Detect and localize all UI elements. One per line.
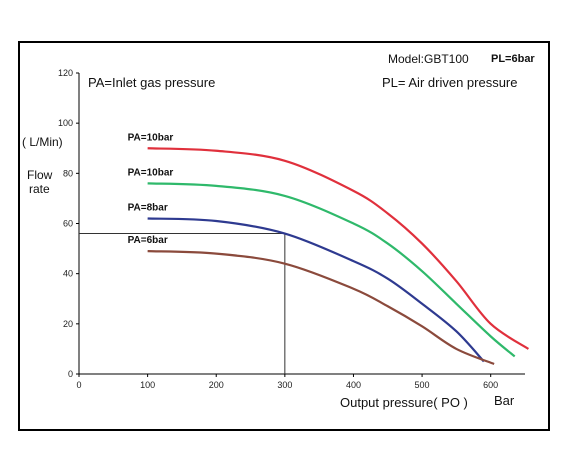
axes (78, 73, 525, 375)
x-tick-label: 600 (483, 380, 498, 390)
series-line-4 (147, 249, 495, 365)
y-axis-label-line2: rate (29, 182, 50, 196)
series-label-4: PA=6bar (128, 235, 168, 246)
x-tick-label: 0 (76, 380, 81, 390)
x-tick-label: 400 (346, 380, 361, 390)
x-axis-label: Output pressure( PO ) (340, 395, 468, 410)
reference-lines (79, 233, 286, 374)
x-tick-label: 100 (140, 380, 155, 390)
pa-legend-text: PA=Inlet gas pressure (88, 75, 215, 90)
ticks: 0 100 200 300 400 500 600 0 20 40 60 80 100 120 (58, 68, 498, 390)
series-line-2 (147, 182, 516, 358)
y-tick-label: 100 (58, 118, 73, 128)
series-label-2: PA=10bar (128, 167, 174, 178)
x-axis-unit: Bar (494, 393, 515, 408)
x-tick-label: 300 (277, 380, 292, 390)
y-tick-label: 80 (63, 168, 73, 178)
model-label: Model:GBT100 (388, 52, 469, 66)
series-label-3: PA=8bar (128, 202, 168, 213)
series-line-3 (147, 217, 485, 363)
y-tick-label: 60 (63, 219, 73, 229)
y-axis-unit: ( L/Min) (22, 135, 63, 149)
series-line-1 (147, 147, 530, 350)
y-tick-label: 0 (68, 369, 73, 379)
x-tick-label: 500 (415, 380, 430, 390)
y-tick-label: 120 (58, 68, 73, 78)
series-label-1: PA=10bar (128, 132, 174, 143)
x-tick-label: 200 (209, 380, 224, 390)
pl-top-label: PL=6bar (491, 53, 535, 65)
series-group (147, 147, 530, 365)
y-axis-label-line1: Flow (27, 168, 53, 182)
y-tick-label: 20 (63, 319, 73, 329)
series-labels: PA=10bar PA=10bar PA=8bar PA=6bar (128, 132, 174, 246)
pl-legend-text: PL= Air driven pressure (382, 75, 517, 90)
y-tick-label: 40 (63, 269, 73, 279)
chart-frame (18, 41, 550, 431)
